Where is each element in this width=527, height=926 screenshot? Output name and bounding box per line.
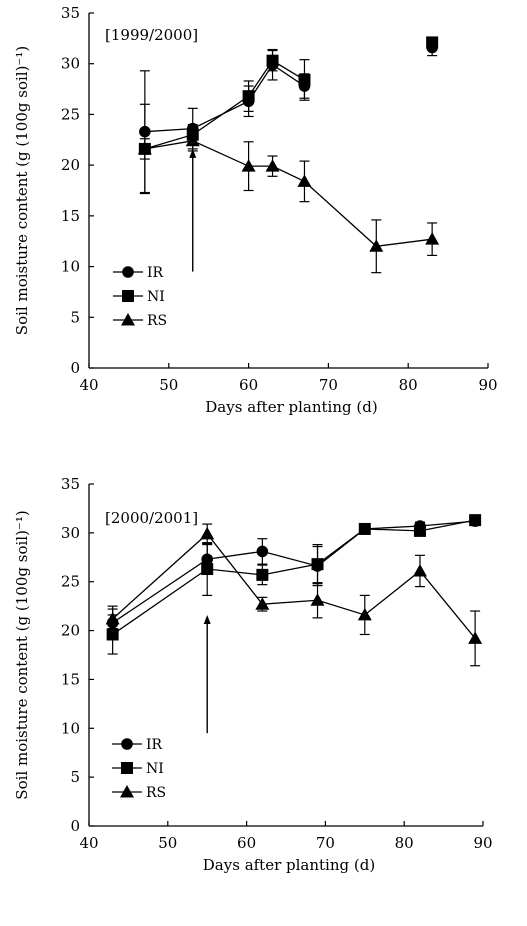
x-tick-label: 60 [237, 834, 256, 852]
data-point [266, 54, 279, 67]
x-tick-label: 70 [319, 376, 338, 394]
series-NI [106, 514, 482, 655]
legend-item-IR: IR [113, 265, 164, 281]
series-NI [138, 36, 439, 160]
data-point [468, 631, 483, 644]
legend-item-RS: RS [113, 313, 167, 329]
y-tick-label: 35 [61, 4, 80, 22]
y-tick-label: 20 [61, 622, 80, 640]
data-point [357, 607, 372, 621]
data-point [311, 558, 324, 571]
data-point [256, 545, 269, 558]
x-tick-label: 80 [399, 376, 418, 394]
y-tick-label: 5 [70, 768, 80, 786]
y-tick-label: 35 [61, 475, 80, 493]
x-tick-label: 70 [316, 834, 335, 852]
x-tick-label: 50 [158, 834, 177, 852]
y-axis-title: Soil moisture content (g (100g soil)⁻¹) [13, 510, 31, 799]
legend-label: RS [146, 785, 166, 801]
data-point [255, 597, 270, 610]
x-tick-label: 90 [473, 834, 492, 852]
series-IR [139, 38, 438, 194]
legend-label: RS [147, 313, 167, 329]
data-point [310, 593, 325, 606]
y-tick-label: 0 [70, 359, 80, 377]
y-tick-label: 0 [70, 817, 80, 835]
arrow-head [203, 615, 211, 625]
legend-marker [122, 266, 134, 278]
data-point [358, 522, 371, 535]
data-point [137, 141, 152, 155]
y-tick-label: 10 [61, 258, 80, 276]
legend-label: NI [146, 761, 164, 777]
data-point [105, 611, 120, 625]
x-tick-label: 80 [395, 834, 414, 852]
data-point [241, 159, 256, 172]
legend-label: IR [147, 265, 164, 281]
data-point [413, 524, 426, 537]
x-axis-title: Days after planting (d) [205, 398, 377, 416]
series-line [112, 519, 476, 636]
x-axis-title: Days after planting (d) [203, 856, 375, 874]
legend-item-RS: RS [112, 785, 166, 801]
x-tick-label: 40 [79, 834, 98, 852]
x-tick-label: 90 [478, 376, 497, 394]
data-point [256, 568, 269, 581]
data-point [469, 514, 482, 527]
chart-panel-1: 0 5 10 15 20 25 30 35 40 50 60 70 80 90 Days after pla… [13, 4, 498, 416]
legend-item-NI: NI [113, 289, 165, 305]
legend-marker [121, 762, 133, 774]
legend-marker [121, 738, 133, 750]
x-tick-label: 40 [79, 376, 98, 394]
series-line [144, 140, 433, 247]
data-point [297, 174, 312, 187]
y-tick-label: 15 [61, 670, 80, 688]
data-point [298, 73, 311, 86]
y-tick-label: 5 [70, 308, 80, 326]
series-RS [137, 103, 440, 274]
legend-label: IR [146, 737, 163, 753]
data-point [106, 628, 119, 641]
panel-label: [1999/2000] [105, 26, 198, 44]
data-point [242, 90, 255, 103]
data-point [425, 232, 440, 245]
data-point [426, 36, 439, 49]
arrow-head [189, 148, 197, 158]
data-point [200, 526, 215, 540]
legend-marker [122, 290, 134, 302]
y-tick-label: 20 [61, 156, 80, 174]
data-point [265, 159, 280, 172]
data-point [201, 563, 214, 576]
panel-label: [2000/2001] [105, 509, 198, 527]
series-line [144, 63, 305, 133]
legend-item-NI: NI [112, 761, 164, 777]
legend-item-IR: IR [112, 737, 163, 753]
series-RS [105, 523, 483, 667]
data-point [185, 133, 200, 147]
y-tick-label: 10 [61, 719, 80, 737]
data-point [412, 563, 427, 577]
y-tick-label: 15 [61, 207, 80, 225]
y-tick-label: 25 [61, 573, 80, 591]
x-tick-label: 50 [159, 376, 178, 394]
y-tick-label: 25 [61, 105, 80, 123]
y-axis-title: Soil moisture content (g (100g soil)⁻¹) [13, 46, 31, 335]
y-tick-label: 30 [61, 524, 80, 542]
series-line [144, 59, 305, 150]
data-point [369, 239, 384, 252]
chart-panel-2: 0 5 10 15 20 25 30 35 40 50 60 70 80 90 Days after pla… [13, 475, 493, 874]
legend-marker [120, 785, 134, 798]
legend-label: NI [147, 289, 165, 305]
y-tick-label: 30 [61, 55, 80, 73]
x-tick-label: 60 [239, 376, 258, 394]
legend-marker [121, 313, 135, 326]
